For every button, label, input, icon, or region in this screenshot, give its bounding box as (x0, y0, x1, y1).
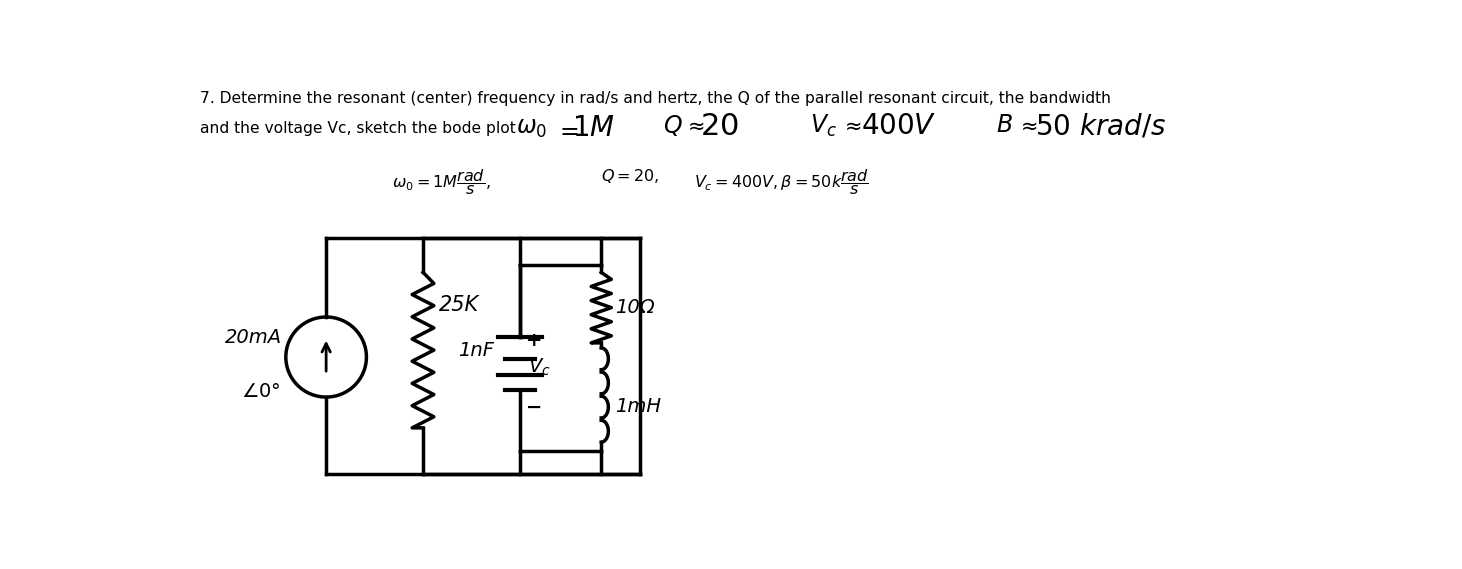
Text: $400V$: $400V$ (861, 112, 937, 140)
Text: $V_c$: $V_c$ (810, 113, 838, 139)
Text: $\angle 0°$: $\angle 0°$ (241, 382, 281, 401)
Text: $V_c$: $V_c$ (528, 356, 550, 378)
Text: 20mA: 20mA (225, 328, 282, 347)
Text: $\approx$: $\approx$ (683, 116, 705, 136)
Text: 10Ω: 10Ω (616, 298, 655, 317)
Text: $=$: $=$ (554, 118, 579, 142)
Text: +: + (526, 331, 542, 350)
Text: 1mH: 1mH (616, 397, 661, 416)
Text: −: − (526, 398, 542, 417)
Text: and the voltage Vc, sketch the bode plot: and the voltage Vc, sketch the bode plot (200, 121, 516, 135)
Text: $B$: $B$ (997, 113, 1013, 137)
Text: $20$: $20$ (700, 112, 740, 141)
Text: $\omega_0 = 1M\dfrac{rad}{s},$: $\omega_0 = 1M\dfrac{rad}{s},$ (392, 167, 491, 197)
Text: $Q$: $Q$ (664, 113, 683, 138)
Text: $\approx$: $\approx$ (1016, 116, 1037, 136)
Text: $\approx$: $\approx$ (841, 116, 861, 136)
Text: $V_c = 400V, \beta = 50k\dfrac{rad}{s}$: $V_c = 400V, \beta = 50k\dfrac{rad}{s}$ (694, 167, 870, 197)
Text: $1M$: $1M$ (572, 114, 614, 142)
Text: 25K: 25K (439, 295, 478, 315)
Text: 1nF: 1nF (458, 341, 494, 360)
Text: $Q = 20,$: $Q = 20,$ (601, 167, 659, 185)
Text: $50\ krad/s$: $50\ krad/s$ (1035, 112, 1167, 140)
Text: $\omega_0$: $\omega_0$ (516, 116, 547, 140)
Text: 7. Determine the resonant (center) frequency in rad/s and hertz, the Q of the pa: 7. Determine the resonant (center) frequ… (200, 92, 1111, 106)
